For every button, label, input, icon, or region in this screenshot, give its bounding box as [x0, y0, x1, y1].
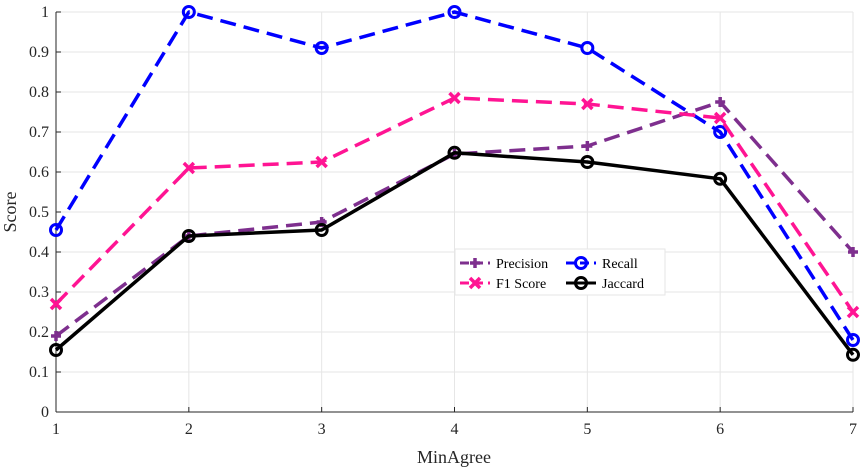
- y-tick-label: 0.1: [29, 364, 49, 381]
- point-f1-score: [49, 297, 63, 311]
- marker-stroke: [713, 111, 727, 125]
- point-jaccard: [447, 145, 462, 160]
- y-tick-label: 0.8: [29, 84, 49, 101]
- legend-marker-f1-score: [468, 276, 482, 290]
- series-line-jaccard: [54, 151, 855, 356]
- legend-marker-precision: [470, 258, 480, 268]
- legend: Precision Recall F1 Score Jaccard: [454, 248, 666, 296]
- y-tick-label: 0.5: [29, 204, 49, 221]
- point-f1-score: [182, 161, 196, 175]
- y-tick-label: 0.3: [29, 284, 49, 301]
- point-precision: [51, 331, 61, 341]
- point-f1-score: [713, 111, 727, 125]
- point-recall: [181, 5, 196, 19]
- point-recall: [580, 41, 595, 55]
- legend-box: [454, 248, 666, 296]
- y-tick-label: 0.2: [29, 324, 49, 341]
- point-recall: [314, 41, 329, 55]
- point-f1-score: [315, 155, 328, 169]
- x-tick-label: 2: [185, 421, 193, 438]
- x-tick-label: 6: [716, 421, 724, 438]
- grid: [55, 11, 854, 413]
- y-tick-label: 0.9: [29, 44, 49, 61]
- y-tick-label: 0.4: [29, 244, 49, 261]
- axes: 1 2 3 4 5 6 7 0 0.1 0.2 0.3 0.4 0.5 0.6 0.7 0.8 0.9 1: [29, 4, 857, 438]
- point-precision: [848, 247, 858, 257]
- legend-marker-jaccard: [574, 276, 588, 290]
- y-tick-label: 0.7: [29, 124, 49, 141]
- series-layer: [49, 5, 860, 362]
- legend-label-f1-score: F1 Score: [496, 277, 546, 292]
- marker-stroke: [315, 155, 328, 169]
- x-tick-label: 3: [318, 421, 326, 438]
- point-precision: [715, 97, 726, 107]
- point-f1-score: [846, 305, 860, 319]
- marker-stroke: [448, 91, 461, 105]
- point-recall: [846, 333, 860, 347]
- legend-marker-recall: [574, 256, 588, 270]
- marker-stroke: [49, 297, 63, 311]
- y-tick-label: 1: [41, 4, 49, 21]
- marker-stroke: [468, 276, 482, 290]
- y-tick-label: 0.6: [29, 164, 49, 181]
- x-axis-title: MinAgree: [417, 447, 491, 467]
- x-tick-label: 5: [583, 421, 591, 438]
- x-tick-label: 1: [52, 421, 60, 438]
- point-recall: [447, 5, 462, 19]
- point-recall: [49, 223, 63, 237]
- marker-stroke: [846, 305, 860, 319]
- point-jaccard: [580, 155, 595, 169]
- y-axis-title: Score: [0, 191, 20, 232]
- point-f1-score: [581, 97, 594, 111]
- legend-label-jaccard: Jaccard: [602, 277, 644, 292]
- point-jaccard: [314, 223, 329, 237]
- point-jaccard: [181, 229, 196, 243]
- x-tick-label: 4: [451, 421, 459, 438]
- marker-stroke: [182, 161, 196, 175]
- series-line-recall: [54, 10, 855, 341]
- marker-stroke: [581, 97, 594, 111]
- point-jaccard: [49, 343, 63, 357]
- point-precision: [582, 141, 593, 151]
- point-recall: [713, 125, 728, 139]
- point-jaccard: [846, 347, 860, 362]
- point-jaccard: [713, 171, 728, 186]
- x-tick-label: 7: [849, 421, 857, 438]
- y-tick-label: 0: [41, 404, 49, 421]
- legend-label-precision: Precision: [496, 257, 548, 272]
- legend-label-recall: Recall: [602, 257, 638, 272]
- point-f1-score: [448, 91, 461, 105]
